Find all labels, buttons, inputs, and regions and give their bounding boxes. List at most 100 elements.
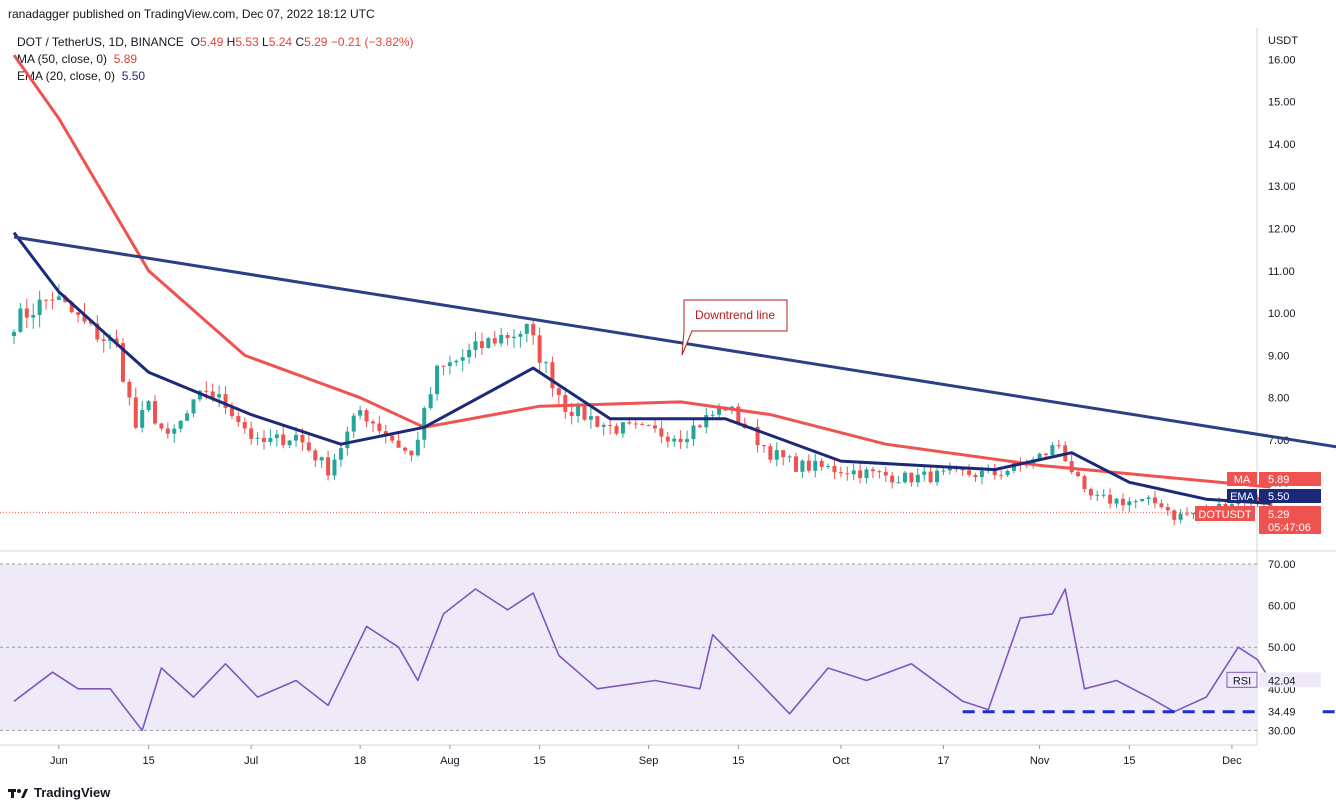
tradingview-logo[interactable]: TradingView: [8, 785, 110, 800]
candle: [261, 437, 266, 442]
rsi-support-value: 34.49: [1268, 707, 1296, 719]
candle: [544, 362, 549, 364]
candle: [1095, 494, 1100, 496]
rsi-name: RSI: [1233, 675, 1251, 687]
ma-line[interactable]: [12, 54, 1271, 489]
candle: [31, 315, 36, 318]
candle: [172, 428, 177, 434]
rsi-support-axis-label[interactable]: 34.49: [1259, 703, 1321, 719]
ema-axis-label[interactable]: EMA 5.50: [1227, 489, 1321, 503]
candle: [1178, 513, 1183, 520]
candle: [909, 472, 914, 483]
candle: [588, 416, 593, 420]
time-tick-label: Sep: [639, 755, 659, 767]
rsi-name-box: [1226, 671, 1258, 688]
downtrend-line[interactable]: [13, 235, 1336, 451]
candle: [768, 446, 773, 460]
candle: [826, 466, 831, 468]
candle: [319, 457, 324, 461]
ma-axis-label-name: MA: [1234, 474, 1251, 486]
ema-line[interactable]: [12, 231, 1271, 505]
candle: [986, 468, 991, 471]
candle: [204, 390, 209, 392]
candle: [749, 426, 754, 429]
candle: [383, 431, 388, 436]
candle: [133, 397, 138, 428]
candle: [50, 299, 55, 301]
candle: [191, 399, 196, 414]
ma-axis-label[interactable]: MA 5.89: [1227, 472, 1321, 486]
chart-legend: DOT / TetherUS, 1D, BINANCE O5.49 H5.53 …: [17, 34, 414, 85]
candle: [1210, 509, 1215, 511]
candle: [1236, 498, 1241, 505]
candle: [1031, 459, 1036, 466]
candle: [1018, 462, 1023, 465]
candle: [428, 394, 433, 409]
candle: [1152, 497, 1157, 504]
annotation-callout: [681, 299, 788, 356]
candle: [967, 470, 972, 475]
rsi-line[interactable]: [13, 588, 1272, 732]
candle: [890, 475, 895, 483]
candle: [723, 407, 728, 411]
candle: [217, 394, 222, 398]
candle: [518, 333, 523, 337]
candle: [18, 308, 23, 332]
candle: [761, 445, 766, 447]
annotation-text: Downtrend line: [695, 308, 775, 322]
candle: [717, 407, 722, 415]
candle: [915, 474, 920, 483]
symbol-label[interactable]: DOT / TetherUS, 1D, BINANCE: [17, 35, 184, 49]
candle: [992, 468, 997, 476]
candle: [422, 408, 427, 440]
candle: [159, 423, 164, 429]
candle: [114, 338, 119, 344]
candle: [1011, 462, 1016, 471]
candle: [441, 365, 446, 367]
candle: [1217, 503, 1222, 511]
candle: [1082, 476, 1087, 490]
last-price-value-box: [1259, 506, 1321, 534]
candle: [979, 470, 984, 478]
time-tick-label: 15: [1123, 755, 1135, 767]
candle: [415, 439, 420, 456]
candle: [255, 437, 260, 439]
candle: [877, 471, 882, 473]
low-label: L: [262, 35, 269, 49]
candle: [1261, 500, 1266, 503]
ema-legend-row[interactable]: EMA (20, close, 0) 5.50: [17, 68, 414, 85]
candle: [197, 390, 202, 400]
downtrend-annotation[interactable]: Downtrend line: [681, 299, 788, 356]
candle: [178, 420, 183, 429]
candle: [210, 391, 215, 398]
candle: [742, 423, 747, 429]
rsi-legend[interactable]: RSI (14, close) 42.04: [17, 562, 133, 576]
close-label: C: [295, 35, 305, 49]
candle: [595, 416, 600, 427]
time-tick-label: Oct: [832, 755, 849, 767]
time-tick-label: 17: [937, 755, 949, 767]
time-tick-label: 18: [354, 755, 366, 767]
ma-legend-row[interactable]: MA (50, close, 0) 5.89: [17, 51, 414, 68]
high-value: 5.53: [235, 35, 259, 49]
candle: [229, 407, 234, 417]
time-tick-label: 15: [142, 755, 154, 767]
candle: [947, 468, 952, 471]
rsi-axis-label[interactable]: RSI 42.04: [1226, 671, 1321, 688]
price-tick-label: 16.00: [1268, 54, 1296, 66]
candle: [531, 324, 536, 336]
candle: [300, 434, 305, 443]
candle: [435, 365, 440, 395]
candle: [1114, 498, 1119, 504]
candle: [710, 414, 715, 416]
candle: [467, 349, 472, 358]
candle: [63, 296, 68, 302]
candle: [236, 416, 241, 423]
candle: [902, 472, 907, 483]
candle: [845, 473, 850, 475]
last-price-value: 5.29: [1268, 509, 1289, 521]
candle: [511, 336, 516, 339]
rsi-value-box: [1259, 672, 1321, 688]
